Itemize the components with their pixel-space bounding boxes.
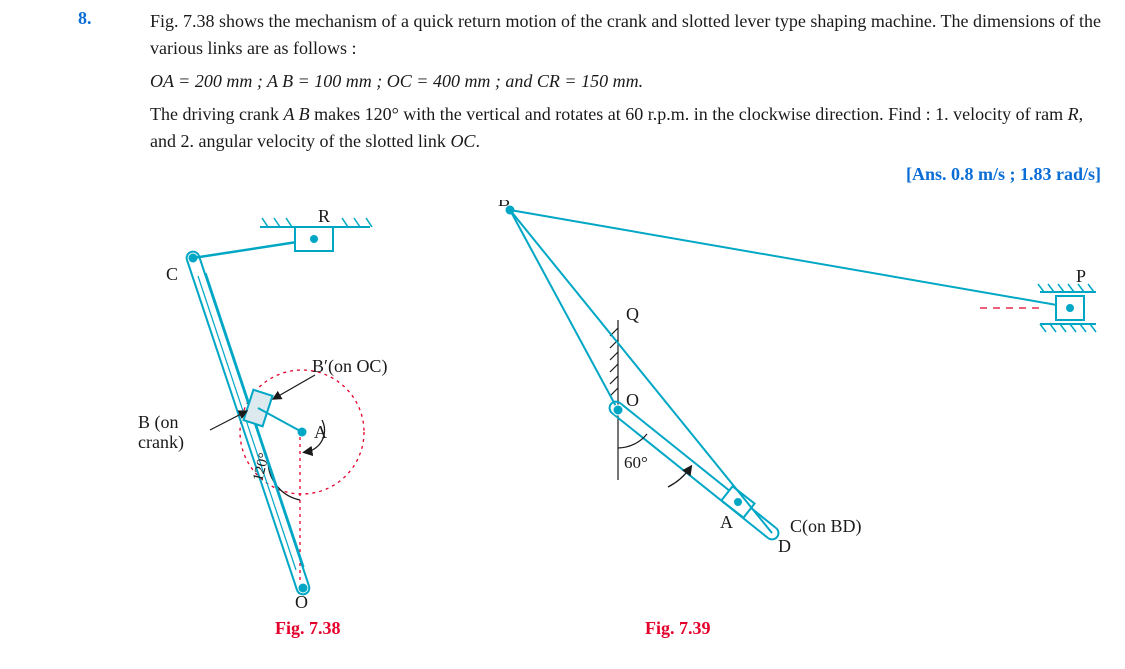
lbl-C: C [166, 264, 178, 284]
lbl-ConBD: C(on BD) [790, 516, 862, 537]
lbl-A2: A [720, 512, 733, 532]
problem-text: Fig. 7.38 shows the mechanism of a quick… [150, 8, 1101, 194]
fig-7-39: B Q O 60° A D C(on BD) P [440, 200, 1100, 620]
crank-name: A B [283, 104, 309, 124]
problem-line-1: Fig. 7.38 shows the mechanism of a quick… [150, 8, 1101, 62]
answer-text: [Ans. 0.8 m/s ; 1.83 rad/s] [150, 161, 1101, 188]
lbl-B: B [498, 200, 510, 210]
t2d: . [475, 131, 480, 151]
lbl-R: R [318, 206, 330, 226]
lbl-Boncrank2: crank) [138, 432, 184, 453]
page-root: 8. Fig. 7.38 shows the mechanism of a qu… [0, 0, 1125, 669]
fig-7-38-caption: Fig. 7.38 [275, 618, 341, 639]
t2a: The driving crank [150, 104, 283, 124]
lbl-D: D [778, 536, 791, 556]
lbl-A: A [314, 422, 327, 442]
question-number: 8. [78, 8, 92, 29]
fig-7-38: R C B′(on OC) B (on crank) A O 120° [90, 200, 450, 620]
figures-area: R C B′(on OC) B (on crank) A O 120° Fig.… [60, 220, 1095, 659]
problem-dimensions: OA = 200 mm ; A B = 100 mm ; OC = 400 mm… [150, 68, 1101, 95]
problem-line-2: The driving crank A B makes 120° with th… [150, 101, 1101, 155]
lbl-Boncrank1: B (on [138, 412, 179, 433]
fig-7-39-caption: Fig. 7.39 [645, 618, 711, 639]
lbl-Bprime: B′(on OC) [312, 356, 387, 377]
ram-name: R [1068, 104, 1079, 124]
lbl-Q: Q [626, 304, 639, 324]
lbl-O2: O [626, 390, 639, 410]
lbl-120: 120° [250, 451, 272, 483]
lbl-O: O [295, 592, 308, 612]
link-name: OC [450, 131, 475, 151]
t2b: makes 120° with the vertical and rotates… [310, 104, 1068, 124]
lbl-P: P [1076, 266, 1086, 286]
lbl-60: 60° [624, 453, 648, 472]
